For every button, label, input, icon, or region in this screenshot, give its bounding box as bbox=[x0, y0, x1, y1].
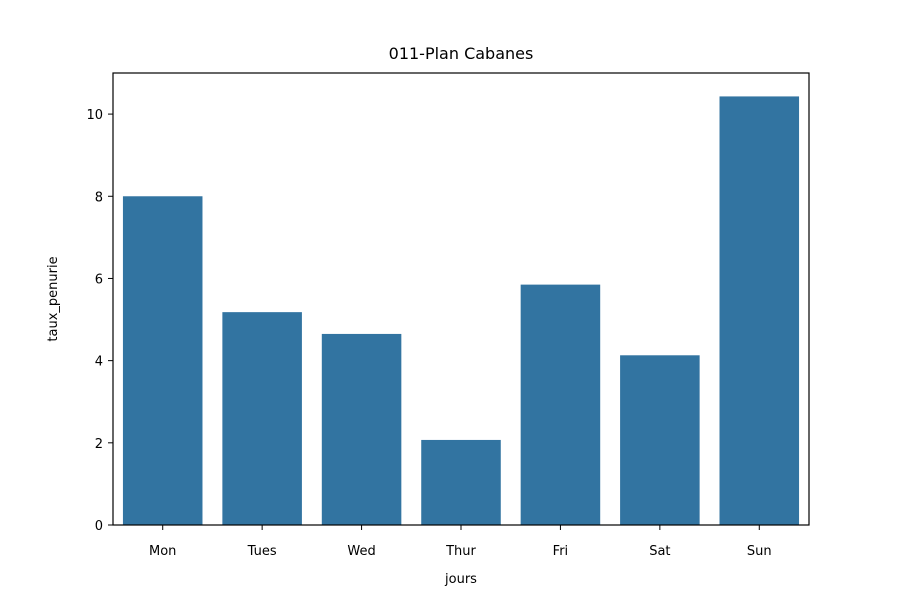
bar-wed bbox=[321, 333, 402, 525]
x-axis-ticks: Mon Tues Wed Thur Fri Sat Sun bbox=[149, 525, 772, 559]
bar-tues bbox=[222, 312, 302, 525]
x-tick-label: Wed bbox=[347, 544, 375, 559]
y-tick-label: 8 bbox=[95, 190, 103, 205]
y-tick-label: 6 bbox=[95, 272, 103, 287]
bar-thur bbox=[421, 439, 501, 525]
chart-title: 011-Plan Cabanes bbox=[389, 44, 534, 63]
y-tick-label: 2 bbox=[95, 437, 103, 452]
x-tick-label: Fri bbox=[553, 544, 569, 559]
y-tick-label: 0 bbox=[95, 519, 103, 534]
y-axis-label: taux_penurie bbox=[46, 256, 61, 341]
y-tick-label: 4 bbox=[95, 355, 103, 370]
plot-frame bbox=[112, 72, 810, 526]
bar-fri bbox=[520, 284, 601, 525]
x-tick-label: Thur bbox=[445, 544, 476, 559]
bar-mon bbox=[122, 196, 203, 525]
y-axis-ticks: 0 2 4 6 8 10 bbox=[86, 108, 113, 534]
x-tick-label: Tues bbox=[247, 544, 277, 559]
x-tick-label: Sat bbox=[649, 544, 670, 559]
y-tick-label: 10 bbox=[86, 108, 103, 123]
x-tick-label: Mon bbox=[149, 544, 176, 559]
bar-sun bbox=[719, 96, 800, 526]
x-axis-label: jours bbox=[444, 572, 477, 587]
bar-group bbox=[122, 96, 800, 526]
x-tick-label: Sun bbox=[747, 544, 772, 559]
bar-sat bbox=[620, 355, 700, 525]
